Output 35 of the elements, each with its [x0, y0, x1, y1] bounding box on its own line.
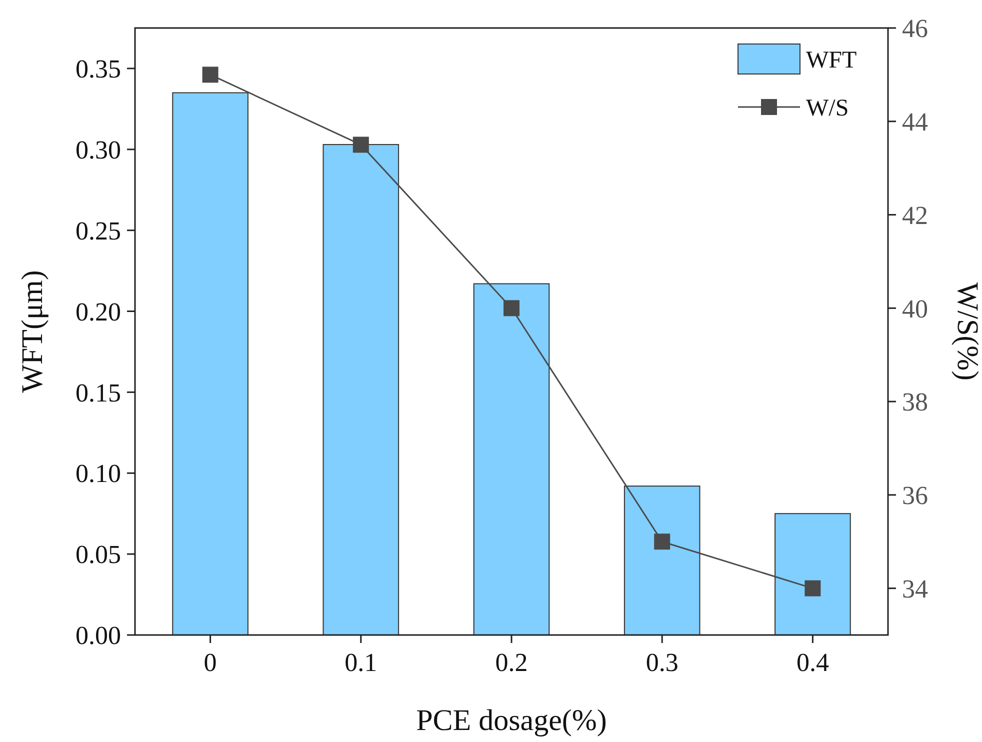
y2-tick-label: 34 [902, 574, 928, 604]
y-tick-label: 0.35 [76, 54, 121, 84]
y-tick-label: 0.10 [76, 459, 121, 488]
point [654, 534, 670, 550]
bar [322, 144, 400, 636]
bar [624, 486, 700, 636]
y2-tick-label: 44 [902, 107, 928, 136]
point [352, 136, 369, 153]
bar [172, 92, 248, 636]
y-tick-label: 0.25 [76, 216, 121, 246]
y2-tick-label: 38 [902, 388, 928, 417]
x-axis-title: PCE dosage(%) [416, 704, 607, 737]
y2-axis-title: W/S(%) [951, 282, 982, 381]
y2-tick-label: 42 [902, 200, 928, 230]
y-tick-label: 0.20 [76, 297, 121, 326]
point [804, 580, 821, 596]
y-axis-title: WFT(μm) [16, 270, 49, 393]
legend-label: W/S [806, 95, 849, 122]
y-tick-label: 0.15 [76, 378, 121, 408]
bar [473, 283, 550, 636]
bar [774, 513, 851, 636]
y-tick-label: 0.30 [76, 136, 121, 164]
y-tick-label: 0.00 [76, 621, 121, 650]
point [504, 300, 520, 316]
x-tick-label: 0.2 [495, 648, 528, 677]
y2-tick-label: 36 [902, 481, 928, 510]
y-tick-label: 0.05 [76, 540, 121, 570]
x-tick-label: 0.1 [344, 648, 378, 677]
x-tick-label: 0.3 [646, 648, 678, 677]
x-tick-label: 0.4 [796, 648, 829, 677]
legend-label: WFT [806, 47, 857, 74]
point [202, 66, 218, 83]
x-tick-label: 0 [204, 648, 217, 677]
y2-tick-label: 40 [902, 294, 928, 324]
y2-tick-label: 46 [902, 14, 928, 44]
